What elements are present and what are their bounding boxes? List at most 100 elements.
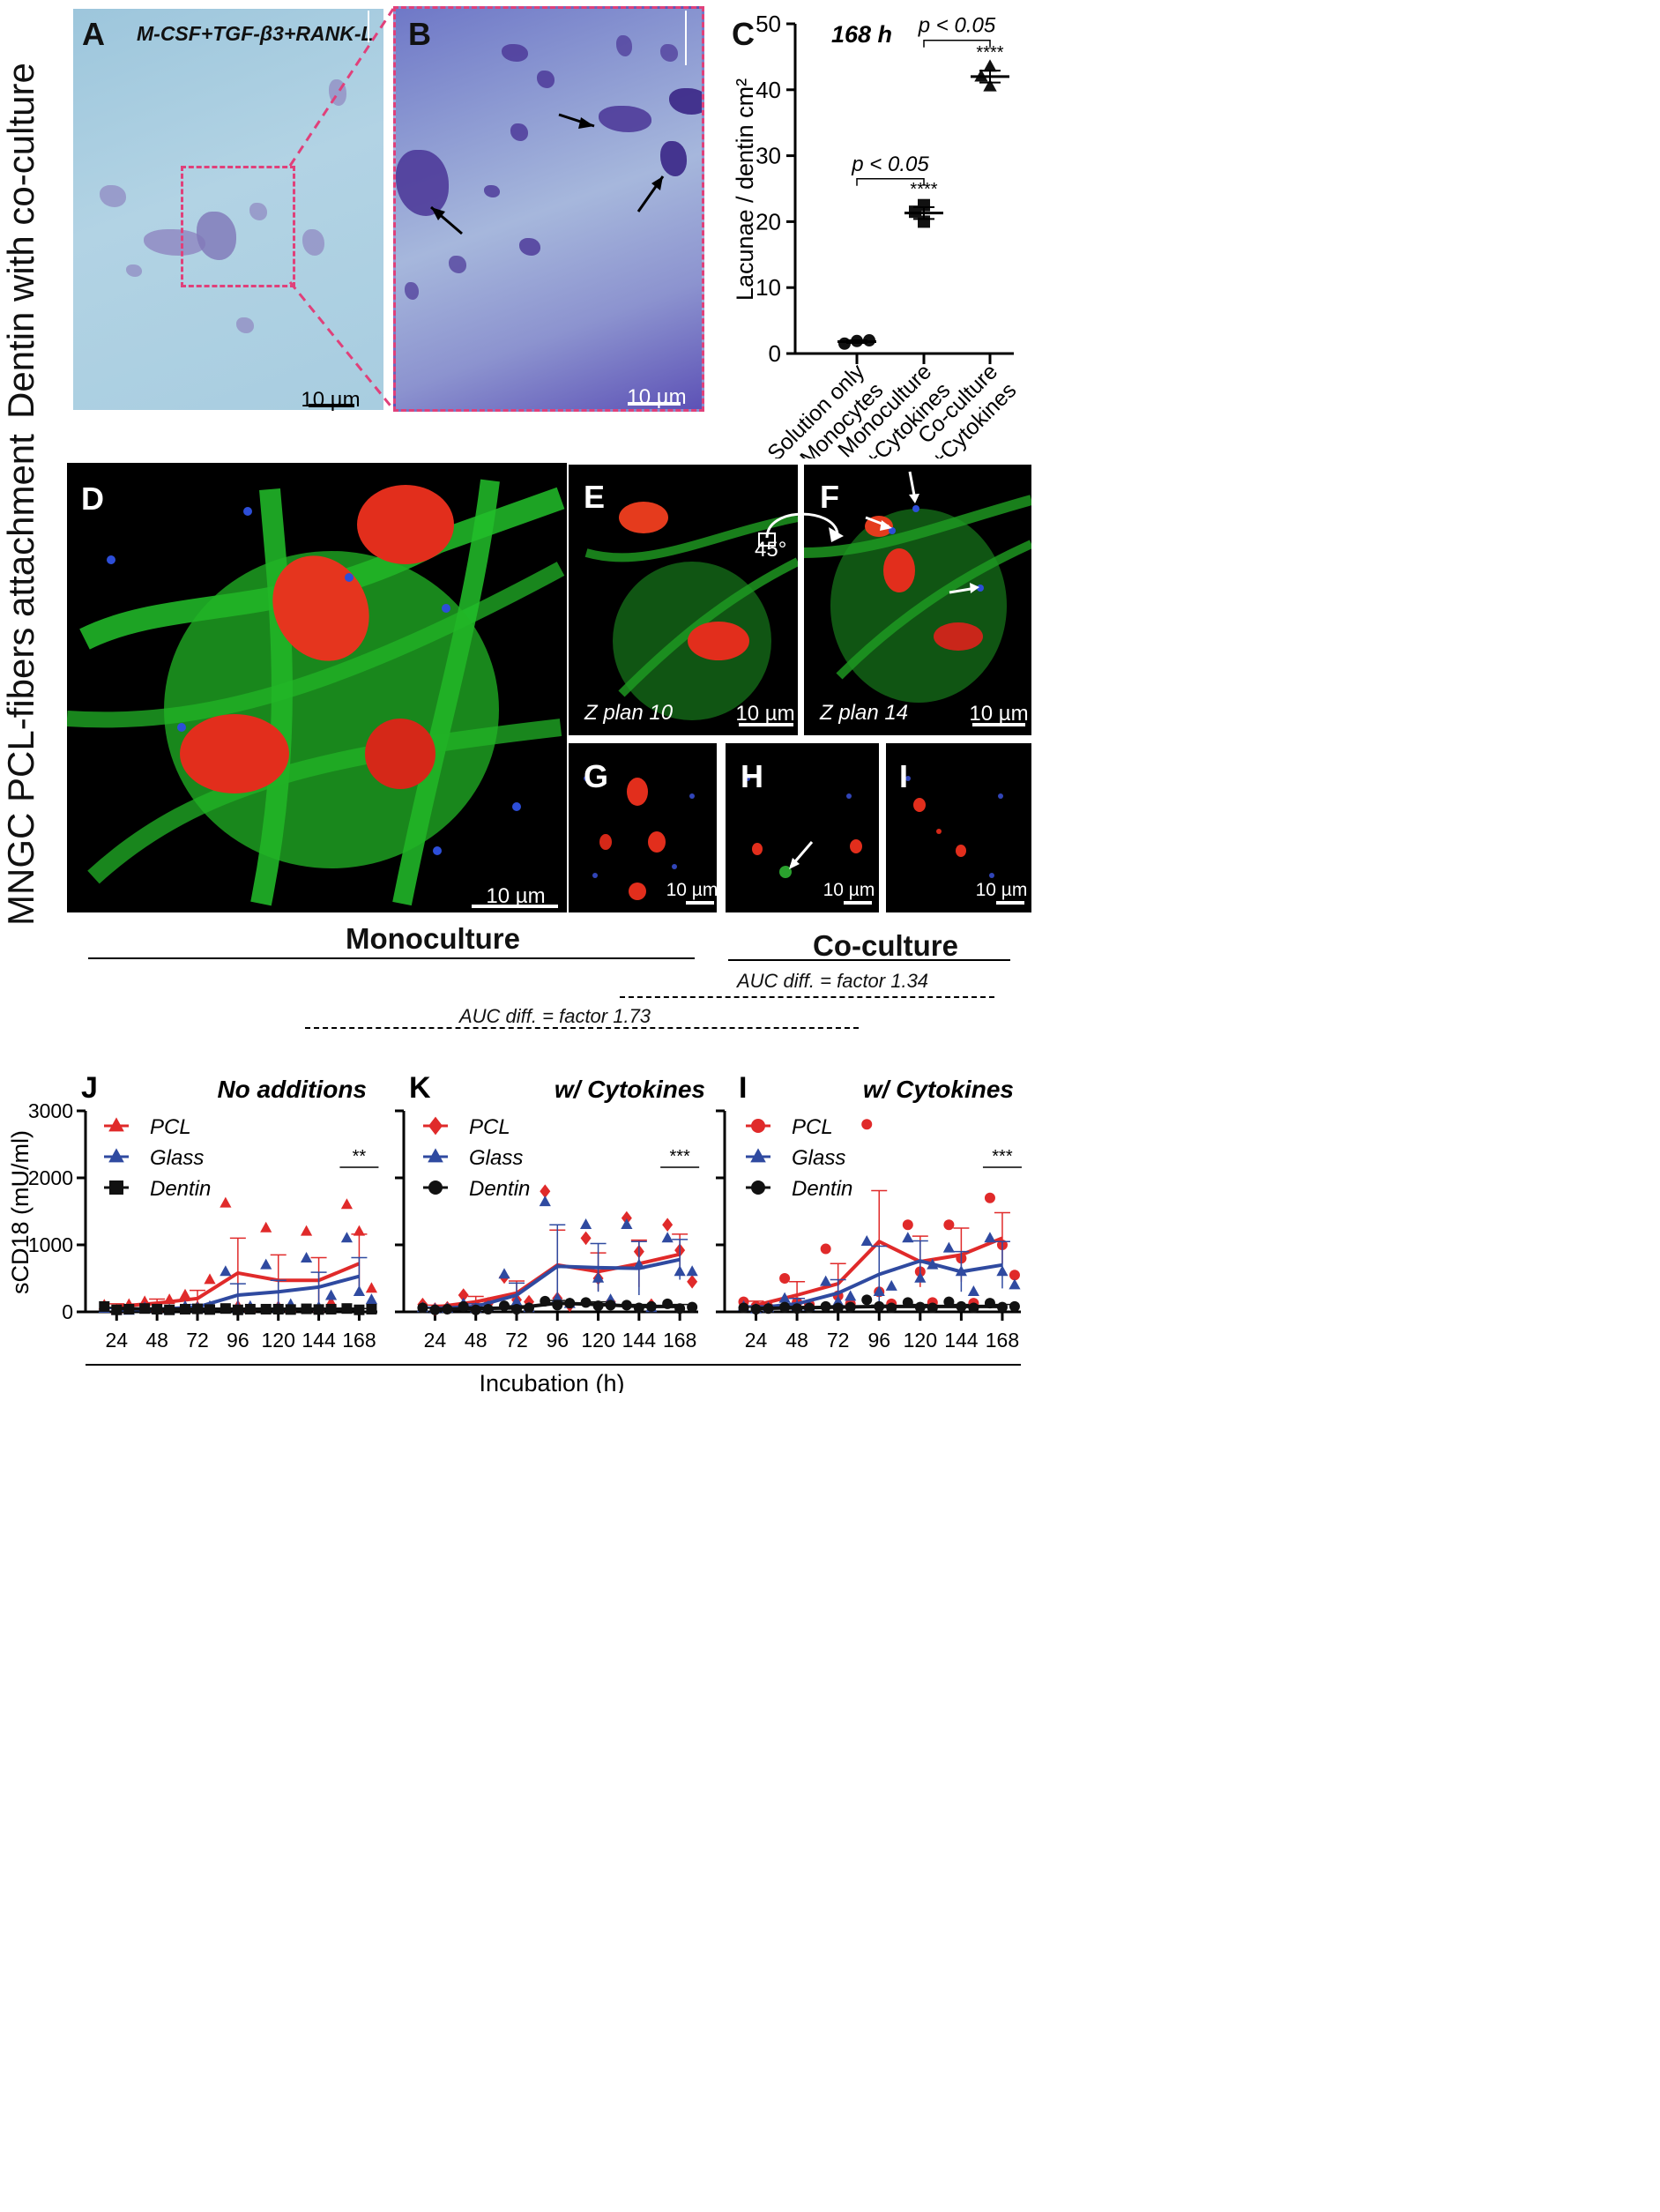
chart-J-point: [99, 1300, 110, 1312]
chart-J-point: [324, 1289, 338, 1300]
chart-J-point: [152, 1303, 163, 1315]
chart-J-point: [205, 1304, 215, 1315]
chart-I-point: [832, 1295, 845, 1307]
chart-J-point: [244, 1303, 256, 1315]
chart-K-x-tick-label: 168: [663, 1329, 696, 1352]
chart-J-point: [300, 1225, 313, 1236]
chart-J-point: [353, 1225, 366, 1236]
panel-h-letter: H: [741, 758, 763, 794]
chart-J-point: [111, 1304, 123, 1315]
chart-I-point: [860, 1235, 873, 1246]
auc-dashed-line-1: [620, 996, 994, 998]
chart-c-bracket: [856, 178, 925, 186]
panel-f-scale-label: 10 µm: [969, 702, 1029, 726]
chart-K-point: [539, 1195, 551, 1207]
chart-I-x-tick-label: 144: [944, 1329, 979, 1352]
chart-K-title: w/ Cytokines: [555, 1076, 705, 1103]
chart-K-point: [429, 1304, 441, 1315]
chart-I-point: [763, 1303, 774, 1315]
panel-a-scale-label: 10 µm: [301, 388, 361, 412]
chart-K-point: [687, 1301, 698, 1313]
chart-c-significance: ****: [910, 180, 937, 199]
chart-I-x-tick-label: 24: [745, 1329, 768, 1352]
charts-jki: 0 1000 2000 3000 sCD18 (mU/ml) J No additions 2…: [7, 1071, 1022, 1393]
chart-I-point: [984, 1192, 995, 1203]
chart-J-point: [260, 1258, 272, 1270]
chart-K-point: [579, 1218, 592, 1229]
chart-J-x-tick-label: 168: [342, 1329, 376, 1352]
chart-I-point: [984, 1232, 996, 1243]
chart-J-point: [220, 1265, 232, 1277]
chart-J-x-tick-label: 72: [186, 1329, 209, 1352]
chart-J-point: [325, 1303, 337, 1315]
chart-I-x-tick-label: 120: [904, 1329, 937, 1352]
chart-K-legend-label: PCL: [469, 1115, 510, 1139]
chart-I-point: [778, 1292, 791, 1303]
chart-K-point: [499, 1300, 510, 1312]
x-axis-title: Incubation (h): [479, 1370, 624, 1393]
panel-a-dentin-image: [73, 9, 383, 410]
auc-dashed-line-2: [305, 1027, 859, 1029]
chart-K-point: [482, 1303, 494, 1315]
chart-J-point: [353, 1285, 366, 1296]
panel-e-scale-label: 10 µm: [735, 702, 795, 726]
chart-K-point: [633, 1258, 645, 1270]
chart-J-point: [163, 1293, 175, 1305]
chart-c-point: [983, 78, 997, 92]
chart-I-point: [927, 1258, 939, 1270]
chart-c-y-tick-label: 30: [756, 143, 781, 169]
chart-I-legend-label: Glass: [792, 1146, 845, 1170]
chart-J-x-tick-label: 24: [105, 1329, 128, 1352]
chart-J-point: [260, 1303, 272, 1315]
chart-J-point: [301, 1303, 312, 1315]
chart-K-point: [592, 1271, 605, 1283]
chart-I-legend-label: Dentin: [792, 1177, 852, 1201]
chart-I-point: [873, 1285, 885, 1296]
chart-K-point: [662, 1218, 674, 1232]
panel-a-letter: A: [82, 16, 105, 52]
rotation-angle-label: 45°: [755, 538, 787, 562]
chart-J-x-tick-label: 48: [145, 1329, 168, 1352]
chart-J-legend-label: Dentin: [150, 1177, 211, 1201]
chart-K-point: [687, 1275, 698, 1289]
chart-J-x-tick-label: 96: [227, 1329, 249, 1352]
panel-g-letter: G: [584, 758, 609, 794]
chart-K-point: [592, 1300, 604, 1312]
auc-label-1: AUC diff. = factor 1.34: [737, 970, 929, 992]
chart-I-point: [792, 1303, 803, 1315]
chart-c-significance: ****: [976, 43, 1003, 63]
chart-I-point: [874, 1300, 885, 1312]
panel-a-caption: M-CSF+TGF-β3+RANK-L: [137, 22, 374, 45]
chart-c-bracket-label: p < 0.05: [918, 14, 996, 38]
chart-K-point: [498, 1268, 510, 1279]
panel-e-zplan: Z plan 10: [584, 701, 674, 725]
chart-I-point: [943, 1219, 955, 1231]
chart-J-point: [139, 1303, 151, 1315]
chart-I-point: [902, 1219, 913, 1231]
chart-c-bracket-label: p < 0.05: [851, 153, 929, 176]
chart-K-legend-label: Glass: [469, 1146, 523, 1170]
chart-K-point: [621, 1300, 632, 1311]
chart-K-point: [511, 1303, 522, 1315]
chart-I-point: [996, 1301, 1008, 1313]
chart-I-x-tick-label: 72: [827, 1329, 850, 1352]
chart-J-point: [313, 1304, 324, 1315]
chart-K-point: [510, 1295, 523, 1307]
panel-h-scale-label: 10 µm: [823, 880, 875, 900]
chart-K-letter: K: [409, 1071, 431, 1105]
chart-I-x-tick-label: 96: [867, 1329, 890, 1352]
chart-K-point: [674, 1303, 686, 1315]
panel-h-scale-bar: [844, 901, 872, 905]
chart-J-point: [300, 1252, 313, 1262]
panel-h-fluorescence-image: [726, 743, 879, 912]
chart-K-point: [552, 1300, 563, 1311]
chart-K-point: [662, 1298, 674, 1309]
chart-J-point: [365, 1282, 378, 1293]
chart-J-point: [260, 1221, 272, 1233]
chart-I-point: [996, 1265, 1009, 1277]
chart-J-point: [179, 1288, 191, 1300]
chart-K-x-tick-label: 72: [505, 1329, 528, 1352]
chart-J-legend-marker: [108, 1117, 124, 1132]
panel-g-fluorescence-image: [569, 743, 717, 912]
chart-I-point: [956, 1300, 967, 1312]
